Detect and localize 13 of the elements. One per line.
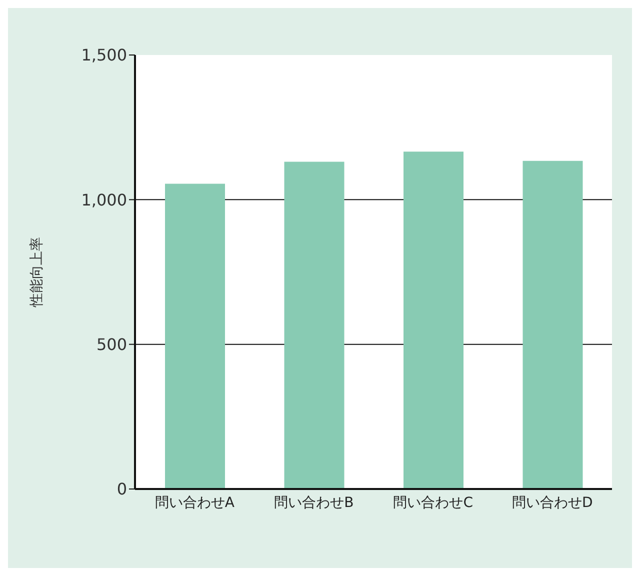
x-tick-label: 問い合わせD — [512, 494, 593, 511]
bar — [284, 162, 344, 489]
y-tick-label: 1,000 — [81, 190, 127, 210]
bar — [404, 152, 464, 489]
bar — [165, 184, 225, 489]
y-tick-label: 0 — [116, 480, 127, 499]
y-tick-label: 1,500 — [81, 46, 127, 65]
x-tick-label: 問い合わせA — [154, 494, 235, 511]
bar — [522, 160, 583, 489]
y-axis-title: 性能向上率 — [28, 237, 45, 308]
x-tick-label: 問い合わせB — [274, 494, 354, 511]
y-tick-label: 500 — [96, 335, 127, 354]
x-tick-label: 問い合わせC — [393, 494, 474, 511]
